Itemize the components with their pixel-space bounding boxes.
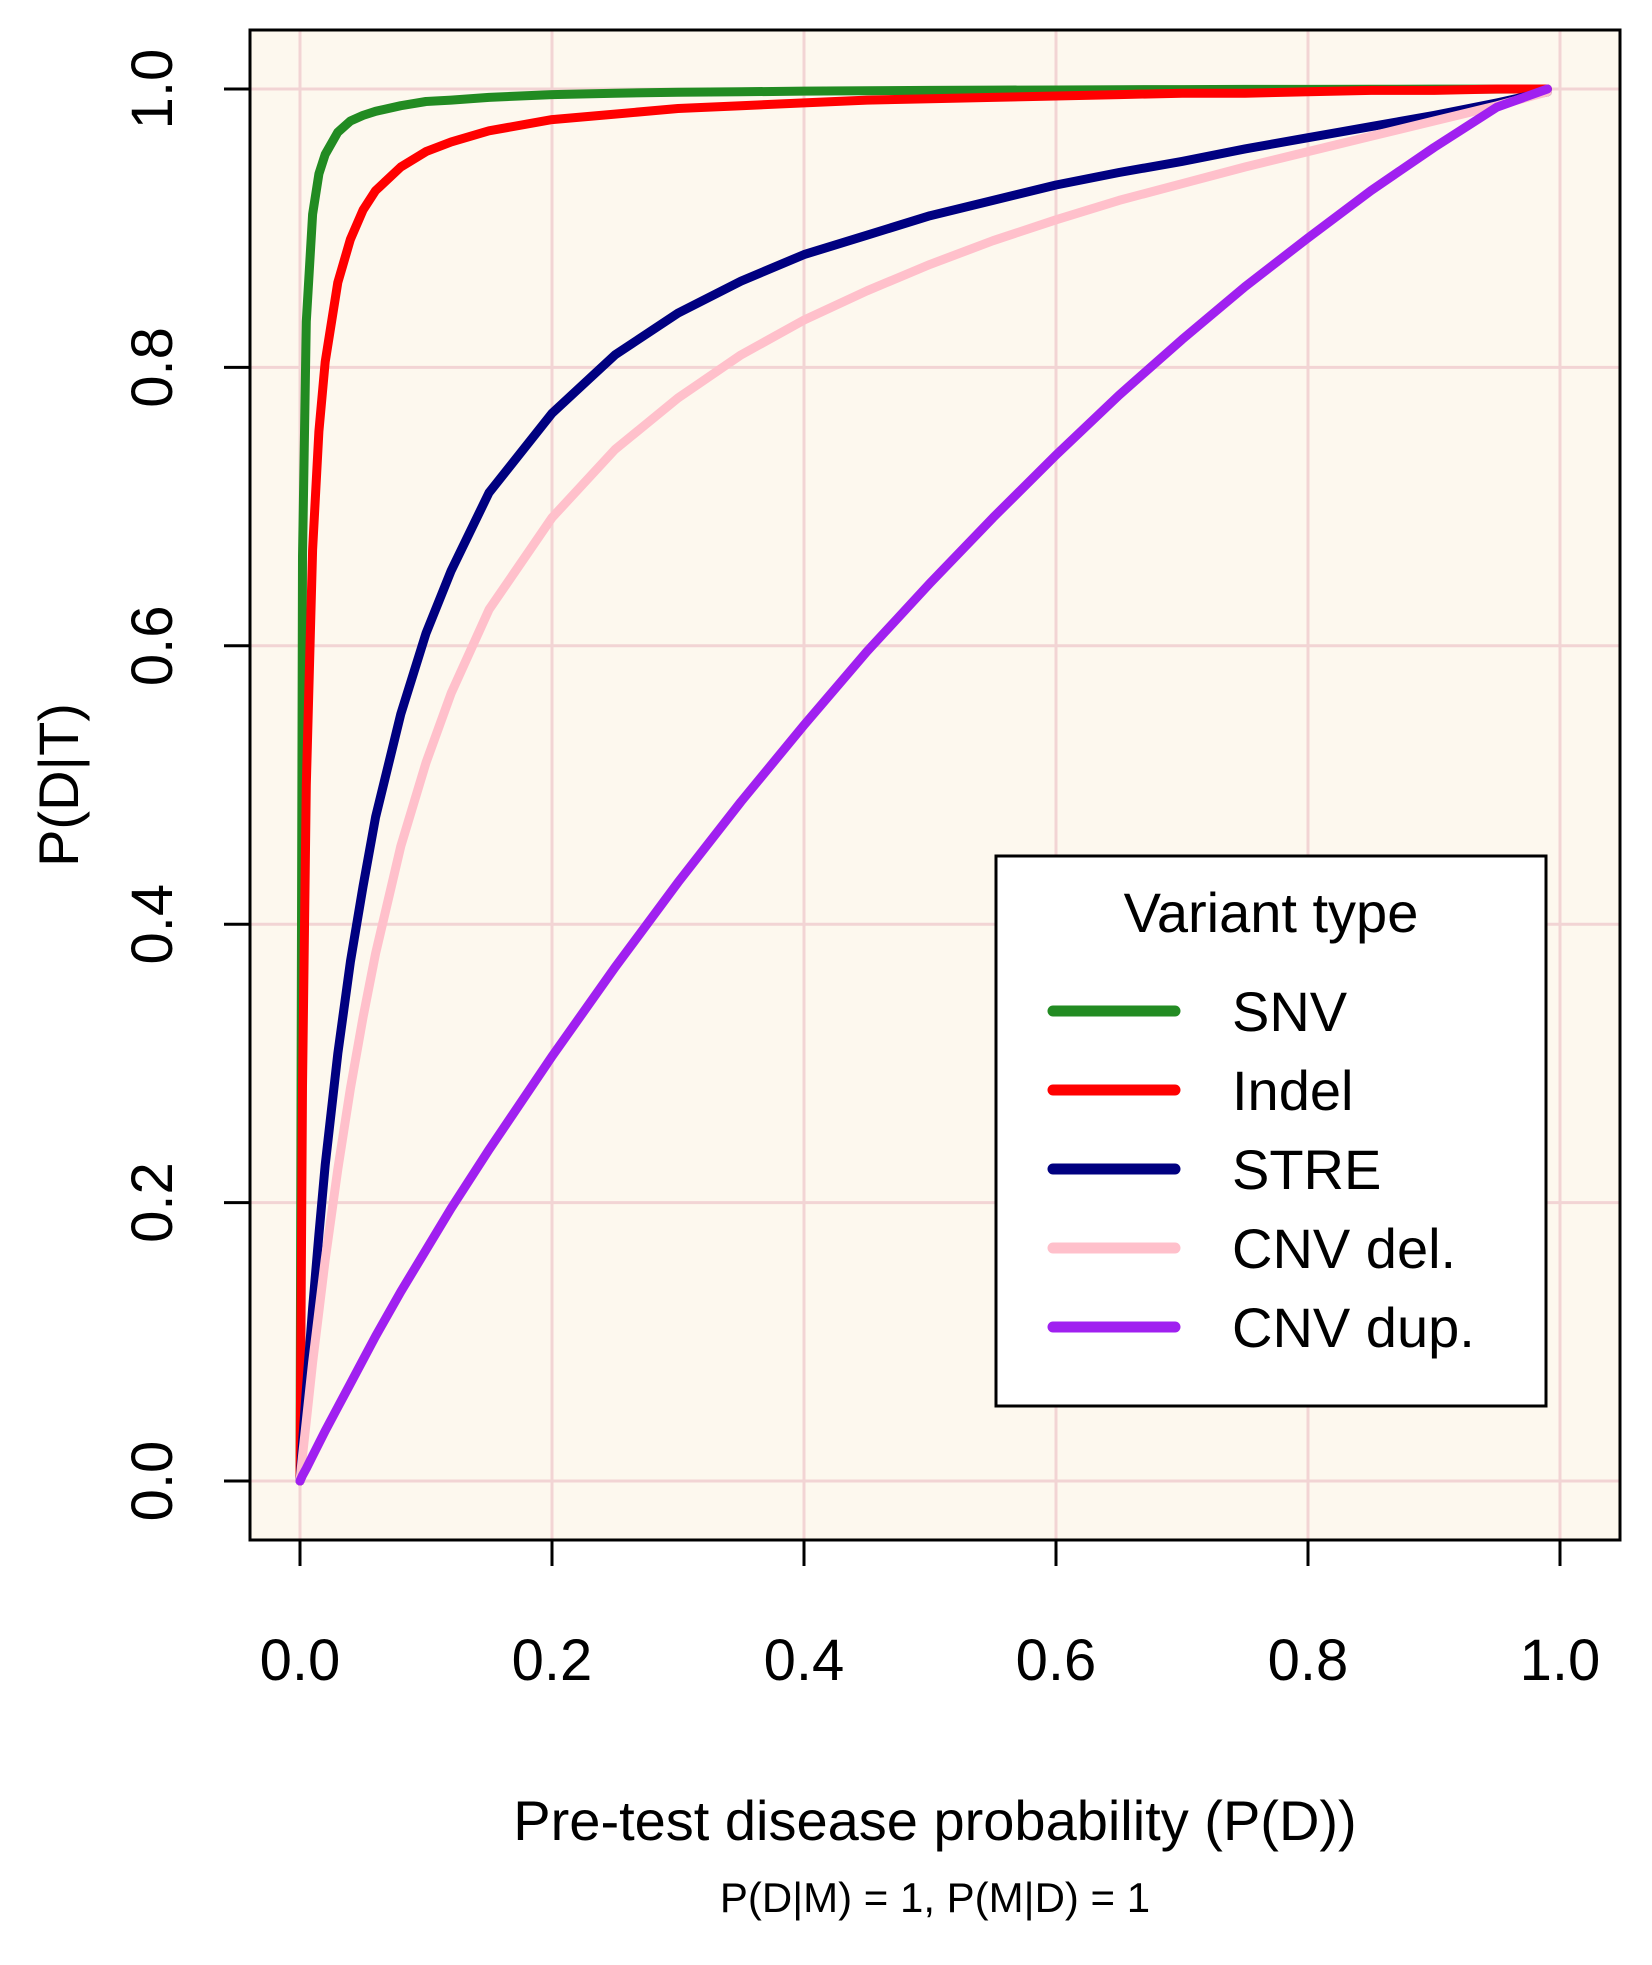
y-axis-label: P(D|T)	[27, 703, 90, 867]
x-tick-label-0: 0.0	[260, 1628, 341, 1693]
legend-label-1: Indel	[1232, 1059, 1353, 1122]
y-tick-label-2: 0.4	[120, 884, 185, 965]
x-axis: 0.0 0.2 0.4 0.6 0.8 1.0	[260, 1538, 1601, 1693]
y-tick-label-4: 0.8	[120, 327, 185, 408]
series-line-cnv-dup	[295, 84, 1552, 1486]
x-tick-label-5: 1.0	[1520, 1628, 1601, 1693]
series-line-stre	[295, 87, 1552, 1486]
legend-items: SNV Indel STRE CNV del. CNV dup.	[1047, 980, 1475, 1359]
series-lines	[295, 84, 1552, 1486]
legend-title: Variant type	[1124, 881, 1419, 944]
x-tick-label-4: 0.8	[1268, 1628, 1349, 1693]
legend-box	[994, 854, 1548, 1408]
legend-label-0: SNV	[1232, 980, 1348, 1043]
y-tick-label-5: 1.0	[120, 49, 185, 130]
series-line-indel	[295, 84, 1552, 1486]
y-tick-label-0: 0.0	[120, 1441, 185, 1522]
grid-lines	[250, 30, 1620, 1540]
x-tick-label-3: 0.6	[1016, 1628, 1097, 1693]
y-tick-label-1: 0.2	[120, 1162, 185, 1243]
x-tick-label-2: 0.4	[764, 1628, 845, 1693]
y-tick-label-3: 0.6	[120, 605, 185, 686]
legend: Variant type SNV Indel STRE CNV del. CNV dup…	[994, 854, 1548, 1408]
x-axis-sublabel: P(D|M) = 1, P(M|D) = 1	[720, 1874, 1150, 1921]
legend-label-2: STRE	[1232, 1138, 1381, 1201]
legend-label-3: CNV del.	[1232, 1217, 1456, 1280]
y-axis: 0.0 0.2 0.4 0.6 0.8 1.0	[120, 49, 252, 1522]
x-axis-label: Pre-test disease probability (P(D))	[513, 1789, 1356, 1852]
x-tick-label-1: 0.2	[512, 1628, 593, 1693]
series-line-cnv-del	[295, 87, 1552, 1486]
legend-label-4: CNV dup.	[1232, 1296, 1475, 1359]
